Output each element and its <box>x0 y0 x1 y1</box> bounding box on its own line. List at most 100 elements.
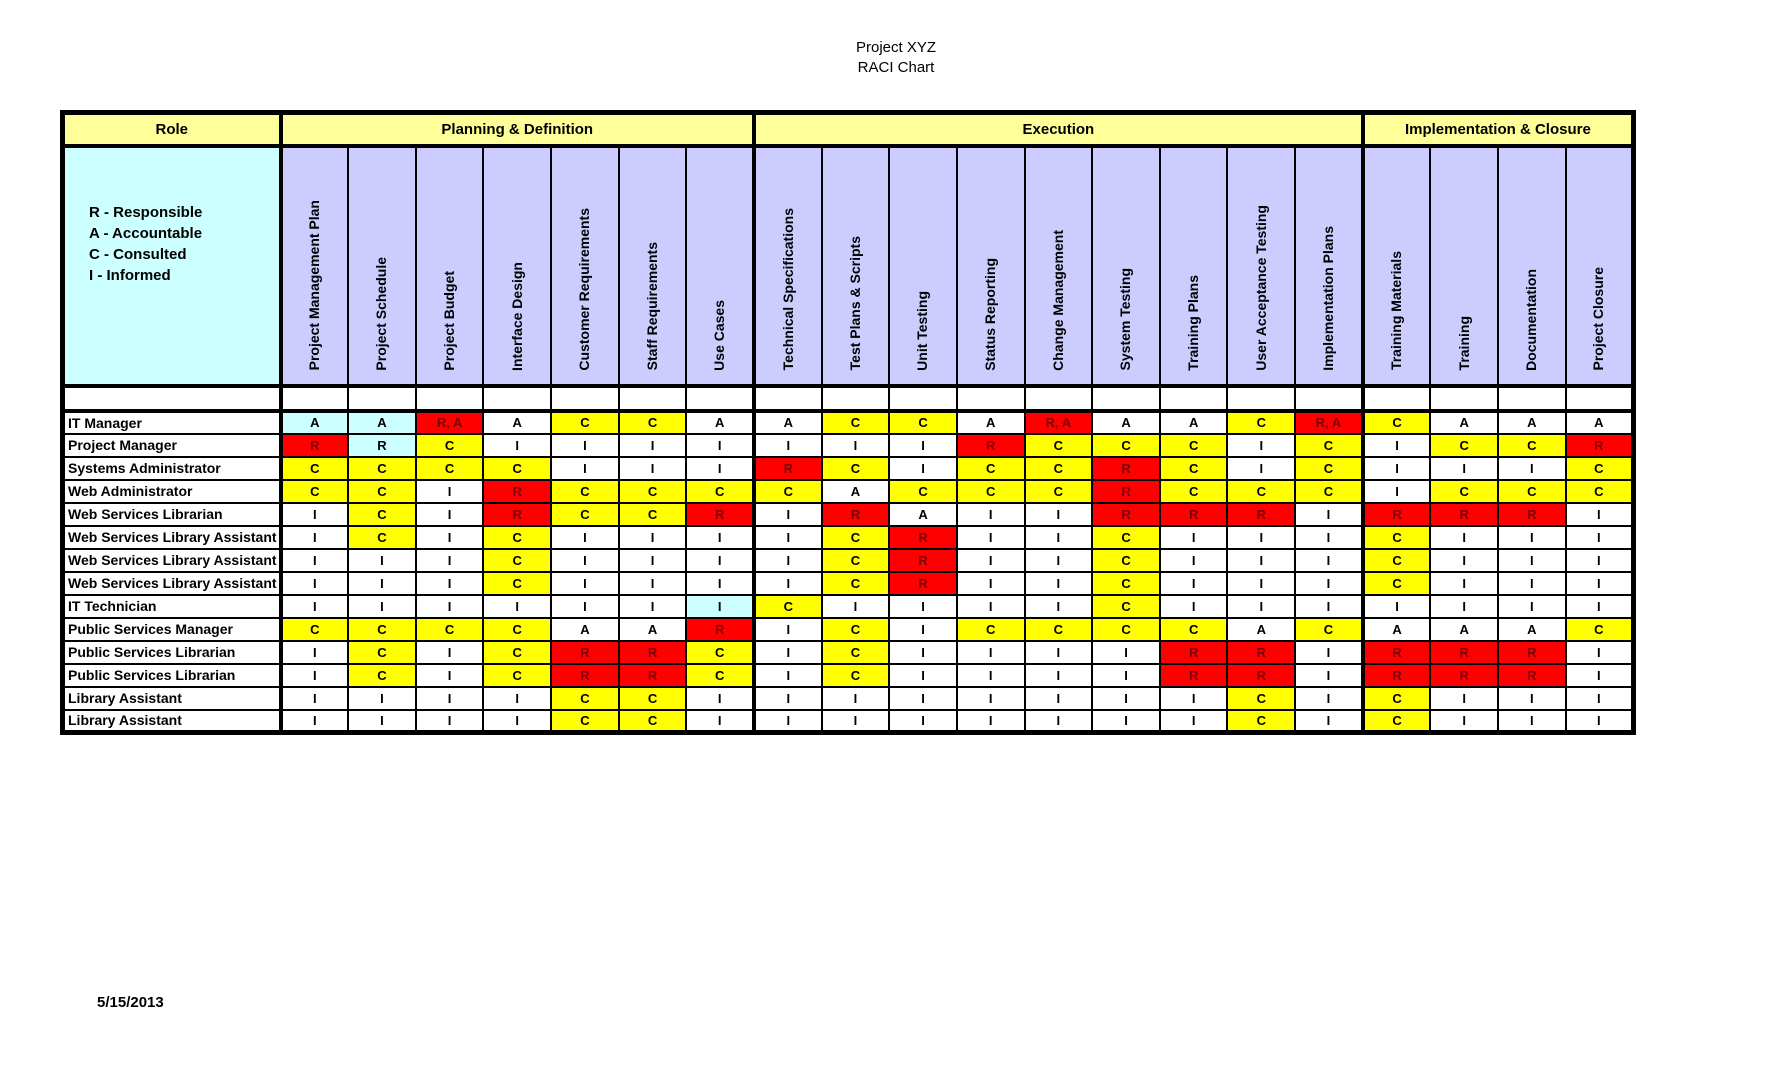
column-header-1: Project Management Plan <box>279 144 350 388</box>
raci-cell: I <box>1091 662 1161 688</box>
raci-cell: I <box>347 708 417 734</box>
raci-cell: I <box>1564 708 1636 734</box>
raci-cell: C <box>1091 524 1161 550</box>
role-row-5: Web Services Librarian I C I R C C R I R A I I R R R I R R… <box>61 501 1636 527</box>
raci-cell: I <box>820 593 891 619</box>
raci-cell: R <box>1361 501 1432 527</box>
raci-cell: C <box>1361 708 1432 734</box>
raci-cell: C <box>279 478 350 504</box>
raci-cell: R <box>617 639 688 665</box>
raci-cell: I <box>1294 708 1365 734</box>
raci-cell: C <box>955 478 1026 504</box>
raci-cell: C <box>1361 570 1432 596</box>
raci-cell: C <box>1091 593 1161 619</box>
raci-cell: R <box>1361 662 1432 688</box>
raci-cell: C <box>482 662 553 688</box>
raci-cell: A <box>1429 409 1500 435</box>
raci-cell: I <box>414 547 485 573</box>
spacer-cell <box>1023 384 1094 413</box>
raci-cell: I <box>1226 593 1297 619</box>
raci-cell: C <box>1294 455 1365 481</box>
raci-cell: I <box>482 708 553 734</box>
column-header-label: Customer Requirements <box>576 207 593 371</box>
raci-cell: C <box>820 570 891 596</box>
raci-cell: I <box>1023 524 1094 550</box>
raci-cell: I <box>279 524 350 550</box>
raci-cell: I <box>347 547 417 573</box>
raci-cell: C <box>1226 478 1297 504</box>
column-header-label: Change Management <box>1049 229 1066 371</box>
raci-cell: I <box>888 708 958 734</box>
raci-cell: I <box>482 593 553 619</box>
raci-cell: C <box>414 616 485 642</box>
column-header-label: Technical Specifications <box>779 208 796 371</box>
raci-cell: C <box>550 501 620 527</box>
raci-cell: I <box>279 547 350 573</box>
raci-cell: I <box>685 685 756 711</box>
raci-cell: I <box>347 593 417 619</box>
raci-cell: I <box>1564 593 1636 619</box>
raci-cell: R <box>482 478 553 504</box>
raci-cell: C <box>550 708 620 734</box>
role-name: Public Services Librarian <box>61 662 283 688</box>
column-header-label: Training <box>1455 316 1472 371</box>
raci-cell: C <box>482 547 553 573</box>
raci-cell: C <box>955 455 1026 481</box>
role-row-10: Public Services Manager C C C C A A R I C I C C C C A C A… <box>61 616 1636 642</box>
raci-cell: C <box>820 524 891 550</box>
column-header-label: Training Plans <box>1184 274 1201 371</box>
raci-cell: R <box>550 639 620 665</box>
role-name: Web Services Library Assistant <box>61 524 283 550</box>
raci-cell: R <box>617 662 688 688</box>
column-header-4: Interface Design <box>482 144 553 388</box>
raci-cell: I <box>1023 708 1094 734</box>
raci-cell: C <box>617 501 688 527</box>
raci-cell: I <box>1429 524 1500 550</box>
raci-cell: I <box>414 524 485 550</box>
raci-cell: A <box>482 409 553 435</box>
column-header-label: Project Management Plan <box>306 200 323 371</box>
column-header-15: User Acceptance Testing <box>1226 144 1297 388</box>
role-name: IT Technician <box>61 593 283 619</box>
raci-cell: I <box>1429 685 1500 711</box>
spacer-cell <box>685 384 756 413</box>
raci-cell: I <box>1091 639 1161 665</box>
raci-cell: C <box>1226 409 1297 435</box>
raci-cell: I <box>617 455 688 481</box>
spacer-cell <box>1497 384 1567 413</box>
raci-cell: I <box>617 570 688 596</box>
raci-cell: I <box>617 432 688 458</box>
role-name: Library Assistant <box>61 708 283 734</box>
column-header-label: Status Reporting <box>982 257 999 371</box>
raci-cell: A <box>1429 616 1500 642</box>
column-header-8: Technical Specifications <box>752 144 823 388</box>
spacer-cell <box>550 384 620 413</box>
raci-cell: I <box>888 593 958 619</box>
raci-cell: I <box>888 685 958 711</box>
raci-cell: I <box>279 639 350 665</box>
raci-cell: I <box>279 501 350 527</box>
role-row-13: Library Assistant I I I I C C I I I I I I I I C I C I I I <box>61 685 1636 711</box>
role-name: Project Manager <box>61 432 283 458</box>
spacer-role-cell <box>61 384 283 413</box>
role-name: Systems Administrator <box>61 455 283 481</box>
raci-cell: I <box>414 570 485 596</box>
raci-cell: I <box>279 685 350 711</box>
raci-cell: I <box>820 708 891 734</box>
raci-cell: C <box>347 662 417 688</box>
raci-cell: R <box>1091 501 1161 527</box>
raci-cell: I <box>752 685 823 711</box>
raci-cell: R <box>888 524 958 550</box>
raci-cell: C <box>1497 432 1567 458</box>
spacer-cell <box>617 384 688 413</box>
role-row-7: Web Services Library Assistant I I I C I I I I C R… <box>61 547 1636 573</box>
raci-cell: I <box>1226 570 1297 596</box>
role-row-4: Web Administrator C C I R C C C C A C C C R C C C I C C C <box>61 478 1636 504</box>
raci-cell: R <box>1361 639 1432 665</box>
raci-cell: I <box>1023 593 1094 619</box>
role-header: Role <box>61 111 283 148</box>
raci-cell: I <box>550 570 620 596</box>
raci-cell: R <box>1226 639 1297 665</box>
raci-cell: A <box>685 409 756 435</box>
